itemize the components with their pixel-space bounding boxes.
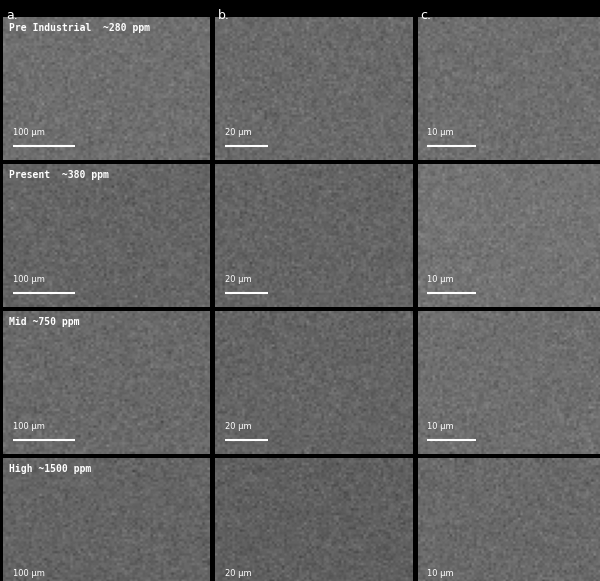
Text: 20 μm: 20 μm: [224, 569, 251, 578]
Text: c.: c.: [421, 9, 431, 21]
Text: 20 μm: 20 μm: [224, 422, 251, 431]
Text: 100 μm: 100 μm: [13, 569, 45, 578]
Text: 100 μm: 100 μm: [13, 422, 45, 431]
Text: Present  ~380 ppm: Present ~380 ppm: [9, 170, 109, 180]
Text: 10 μm: 10 μm: [427, 275, 454, 284]
Text: 10 μm: 10 μm: [427, 569, 454, 578]
Text: High ~1500 ppm: High ~1500 ppm: [9, 464, 91, 474]
Text: 10 μm: 10 μm: [427, 128, 454, 137]
Text: b.: b.: [218, 9, 230, 21]
Text: 20 μm: 20 μm: [224, 275, 251, 284]
Text: a.: a.: [6, 9, 18, 21]
Text: Pre Industrial  ~280 ppm: Pre Industrial ~280 ppm: [9, 23, 150, 33]
Text: Mid ~750 ppm: Mid ~750 ppm: [9, 317, 80, 327]
Text: 10 μm: 10 μm: [427, 422, 454, 431]
Text: 100 μm: 100 μm: [13, 128, 45, 137]
Text: 100 μm: 100 μm: [13, 275, 45, 284]
Text: 20 μm: 20 μm: [224, 128, 251, 137]
